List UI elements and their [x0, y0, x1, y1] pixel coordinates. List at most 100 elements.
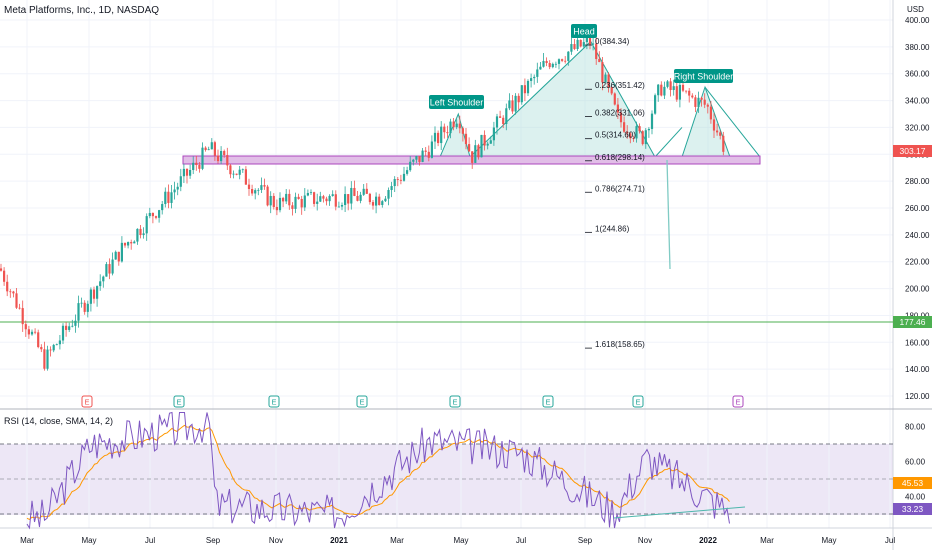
candle-body	[300, 198, 303, 208]
time-tick-label: May	[453, 536, 468, 545]
candle-body	[229, 165, 232, 175]
candle-body	[52, 344, 55, 351]
rsi-tick-label: 80.00	[905, 423, 926, 432]
candle-body	[297, 196, 300, 199]
candle-body	[576, 39, 579, 49]
price-tick-label: 200.00	[905, 285, 930, 294]
candle-body	[700, 97, 703, 100]
candle-body	[440, 126, 443, 144]
earnings-marker[interactable]	[732, 395, 744, 408]
candle-body	[189, 170, 192, 176]
fib-level-label: 0.236(351.42)	[595, 81, 645, 90]
time-tick-label: Sep	[206, 536, 221, 545]
candle-body	[204, 147, 207, 151]
candle-body	[579, 39, 582, 47]
candle-body	[325, 198, 328, 202]
candle-body	[130, 242, 133, 244]
time-axis[interactable]: Mar May Jul Sep Nov 2021 Mar May Jul Sep Nov 2022 Ma…	[20, 536, 895, 545]
left-shoulder-label: Left Shoulder	[430, 98, 484, 108]
earnings-marker[interactable]	[268, 395, 280, 408]
candle-body	[210, 142, 213, 150]
candle-body	[260, 185, 263, 190]
candle-body	[582, 42, 585, 47]
candle-body	[313, 192, 316, 204]
candle-body	[0, 268, 3, 271]
candle-body	[269, 195, 272, 206]
candle-body	[712, 119, 716, 131]
candle-body	[282, 197, 285, 202]
candle-body	[716, 130, 719, 133]
candle-body	[604, 74, 607, 83]
candle-body	[46, 349, 49, 369]
candle-body	[681, 84, 685, 91]
candle-body	[685, 90, 688, 92]
candle-body	[120, 242, 123, 262]
candle-body	[182, 168, 185, 177]
right-shoulder-edge[interactable]	[704, 86, 761, 158]
candle-body	[722, 135, 725, 152]
candle-body	[80, 302, 83, 304]
candle-body	[719, 132, 722, 136]
pattern-connector[interactable]	[654, 127, 683, 158]
fibonacci-levels[interactable]: 0(384.34) 0.236(351.42) 0.382(331.06) 0.5(3…	[585, 37, 645, 349]
pattern-labels: Left Shoulder Head Right Shoulder	[429, 24, 733, 109]
candle-body	[142, 233, 145, 236]
candle-body	[114, 251, 117, 260]
earnings-marker[interactable]	[81, 395, 93, 408]
candle-body	[610, 87, 613, 94]
rsi-value-text: 45.53	[902, 478, 924, 488]
target-projection-line[interactable]	[666, 159, 671, 270]
candle-body	[561, 59, 564, 61]
candle-body	[511, 100, 514, 112]
earnings-marker-letter: E	[735, 398, 740, 407]
candle-body	[375, 196, 378, 206]
candle-body	[570, 44, 573, 52]
time-tick-label: May	[81, 536, 96, 545]
candle-body	[607, 74, 610, 88]
candle-body	[647, 128, 650, 131]
candle-body	[68, 326, 71, 330]
candle-body	[251, 189, 254, 194]
candle-body	[86, 303, 89, 312]
candle-body	[61, 325, 65, 341]
earnings-marker[interactable]	[449, 395, 461, 408]
rsi-sma-badge	[893, 503, 932, 515]
right-shoulder-label: Right Shoulder	[674, 72, 734, 82]
earnings-marker-letter: E	[359, 398, 364, 407]
candle-body	[517, 95, 520, 103]
earnings-marker[interactable]	[173, 395, 185, 408]
candle-body	[468, 144, 471, 152]
time-tick-label: Jul	[145, 536, 155, 545]
price-tick-label: 380.00	[905, 43, 930, 52]
candle-body	[158, 210, 161, 218]
candle-body	[564, 60, 567, 62]
rsi-line	[26, 411, 730, 530]
rsi-axis[interactable]: 80.00 60.00 40.00	[905, 423, 926, 502]
candle-body	[30, 331, 34, 335]
candle-body	[427, 151, 430, 158]
candle-body	[356, 195, 359, 201]
candle-body	[359, 194, 362, 201]
candle-body	[632, 138, 635, 140]
candle-body	[409, 161, 412, 171]
candle-body	[102, 276, 105, 282]
candle-body	[9, 291, 12, 293]
candle-body	[588, 37, 592, 45]
time-tick-label: Nov	[638, 536, 652, 545]
earnings-marker[interactable]	[632, 395, 644, 408]
candle-body	[133, 241, 136, 244]
grid	[0, 0, 893, 528]
candle-body	[145, 216, 148, 234]
head-label-box	[571, 24, 597, 38]
candle-body	[18, 307, 21, 309]
earnings-marker[interactable]	[542, 395, 554, 408]
candle-body	[34, 331, 37, 333]
price-axis[interactable]: 400.00380.00360.00340.00320.00300.00280.…	[905, 16, 930, 401]
rsi-trendline[interactable]	[613, 506, 746, 519]
last-price-badge	[893, 145, 932, 157]
earnings-marker[interactable]	[356, 395, 368, 408]
candle-body	[167, 191, 170, 203]
